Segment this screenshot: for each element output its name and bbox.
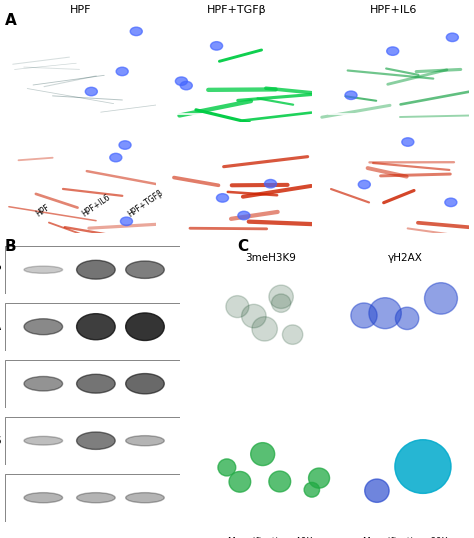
- Text: 50μm: 50μm: [15, 104, 31, 109]
- Text: HPF+TGFβ: HPF+TGFβ: [126, 188, 164, 219]
- Circle shape: [395, 307, 419, 330]
- Circle shape: [85, 87, 97, 96]
- Title: HPF+IL6: HPF+IL6: [370, 5, 418, 16]
- Text: 50μm: 50μm: [329, 104, 345, 109]
- Circle shape: [251, 443, 274, 465]
- Text: C: C: [237, 239, 248, 254]
- Circle shape: [229, 471, 251, 492]
- Circle shape: [387, 47, 399, 55]
- Text: HPF+IL6: HPF+IL6: [80, 193, 112, 219]
- Circle shape: [110, 153, 122, 162]
- Ellipse shape: [24, 377, 63, 391]
- Circle shape: [402, 138, 414, 146]
- Circle shape: [218, 459, 236, 476]
- Ellipse shape: [126, 261, 164, 278]
- Text: B: B: [5, 239, 17, 254]
- Circle shape: [242, 305, 266, 328]
- Text: p21: p21: [0, 379, 1, 389]
- Text: HPF: HPF: [35, 203, 52, 219]
- Circle shape: [358, 180, 370, 189]
- Circle shape: [238, 211, 250, 220]
- Circle shape: [283, 325, 303, 344]
- Circle shape: [226, 296, 249, 317]
- Text: 50μm: 50μm: [215, 501, 229, 506]
- Circle shape: [345, 91, 357, 100]
- Circle shape: [269, 285, 293, 308]
- Ellipse shape: [126, 436, 164, 446]
- Text: 50μm: 50μm: [215, 372, 229, 377]
- Circle shape: [272, 294, 291, 313]
- Circle shape: [210, 41, 223, 50]
- Ellipse shape: [126, 373, 164, 394]
- Circle shape: [447, 33, 458, 41]
- Circle shape: [395, 440, 451, 493]
- Circle shape: [309, 468, 329, 488]
- Text: α-SMA: α-SMA: [0, 322, 1, 332]
- Circle shape: [119, 141, 131, 149]
- Text: 50μm: 50μm: [15, 215, 31, 221]
- Circle shape: [175, 77, 187, 86]
- Ellipse shape: [24, 318, 63, 335]
- Ellipse shape: [24, 266, 63, 273]
- Text: 50μm: 50μm: [329, 215, 345, 221]
- Circle shape: [116, 67, 128, 76]
- Circle shape: [264, 180, 276, 188]
- Circle shape: [351, 303, 377, 328]
- Circle shape: [425, 282, 457, 314]
- Circle shape: [445, 198, 457, 207]
- Text: Vinculin: Vinculin: [0, 493, 1, 502]
- Text: 10μm: 10μm: [351, 372, 365, 377]
- Ellipse shape: [126, 313, 164, 341]
- Circle shape: [304, 483, 319, 497]
- Ellipse shape: [77, 260, 115, 279]
- Text: Magnification: 60X: Magnification: 60X: [363, 536, 448, 538]
- Ellipse shape: [126, 493, 164, 503]
- Circle shape: [120, 217, 133, 225]
- Circle shape: [269, 471, 291, 492]
- Text: 10μm: 10μm: [351, 501, 365, 506]
- Text: A: A: [5, 13, 17, 29]
- Text: γH2AX: γH2AX: [388, 253, 423, 264]
- Text: 3meH3K9: 3meH3K9: [245, 253, 296, 264]
- Title: HPF: HPF: [69, 5, 91, 16]
- Circle shape: [217, 194, 228, 202]
- Text: Magnification: 40X: Magnification: 40X: [228, 536, 312, 538]
- Text: 50μm: 50μm: [172, 104, 188, 109]
- Circle shape: [252, 317, 277, 341]
- Circle shape: [180, 81, 192, 90]
- Ellipse shape: [24, 436, 63, 445]
- Circle shape: [130, 27, 142, 36]
- Ellipse shape: [77, 493, 115, 503]
- Ellipse shape: [24, 493, 63, 503]
- Ellipse shape: [77, 432, 115, 449]
- Ellipse shape: [77, 374, 115, 393]
- Text: p16: p16: [0, 436, 1, 445]
- Circle shape: [369, 298, 401, 329]
- Title: HPF+TGFβ: HPF+TGFβ: [207, 5, 267, 16]
- Circle shape: [365, 479, 389, 502]
- Text: 50μm: 50μm: [172, 215, 188, 221]
- Text: FAP: FAP: [0, 265, 1, 275]
- Ellipse shape: [77, 314, 115, 340]
